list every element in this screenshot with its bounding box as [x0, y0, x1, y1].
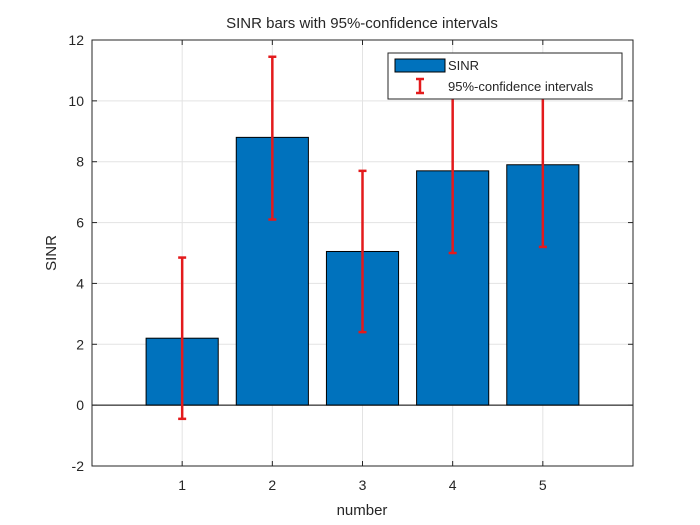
x-axis-label: number [337, 502, 388, 519]
x-tick-label: 2 [268, 477, 276, 493]
y-tick-label: 6 [76, 215, 84, 231]
legend: SINR 95%-confidence intervals [387, 52, 623, 100]
error-bar [268, 55, 277, 221]
error-bars [178, 55, 547, 421]
y-tick-label: 8 [76, 154, 84, 170]
legend-errorbar-swatch [416, 77, 424, 95]
error-bar [178, 256, 187, 421]
chart-title: SINR bars with 95%-confidence intervals [226, 15, 498, 32]
error-bar [358, 169, 367, 334]
legend-label-sinr: SINR [448, 58, 479, 73]
y-tick-label: 2 [76, 336, 84, 352]
y-tick-label: 0 [76, 397, 84, 413]
x-tick-label: 1 [178, 477, 186, 493]
y-tick-label: 12 [68, 32, 84, 48]
y-tick-label: 4 [76, 275, 84, 291]
x-tick-label: 3 [359, 477, 367, 493]
legend-bar-swatch [394, 58, 446, 73]
x-tick-label: 4 [449, 477, 457, 493]
y-tick-label: -2 [72, 458, 85, 474]
y-tick-label: 10 [68, 93, 84, 109]
x-tick-label: 5 [539, 477, 547, 493]
legend-label-confidence: 95%-confidence intervals [448, 79, 594, 94]
y-axis-label: SINR [43, 235, 60, 271]
